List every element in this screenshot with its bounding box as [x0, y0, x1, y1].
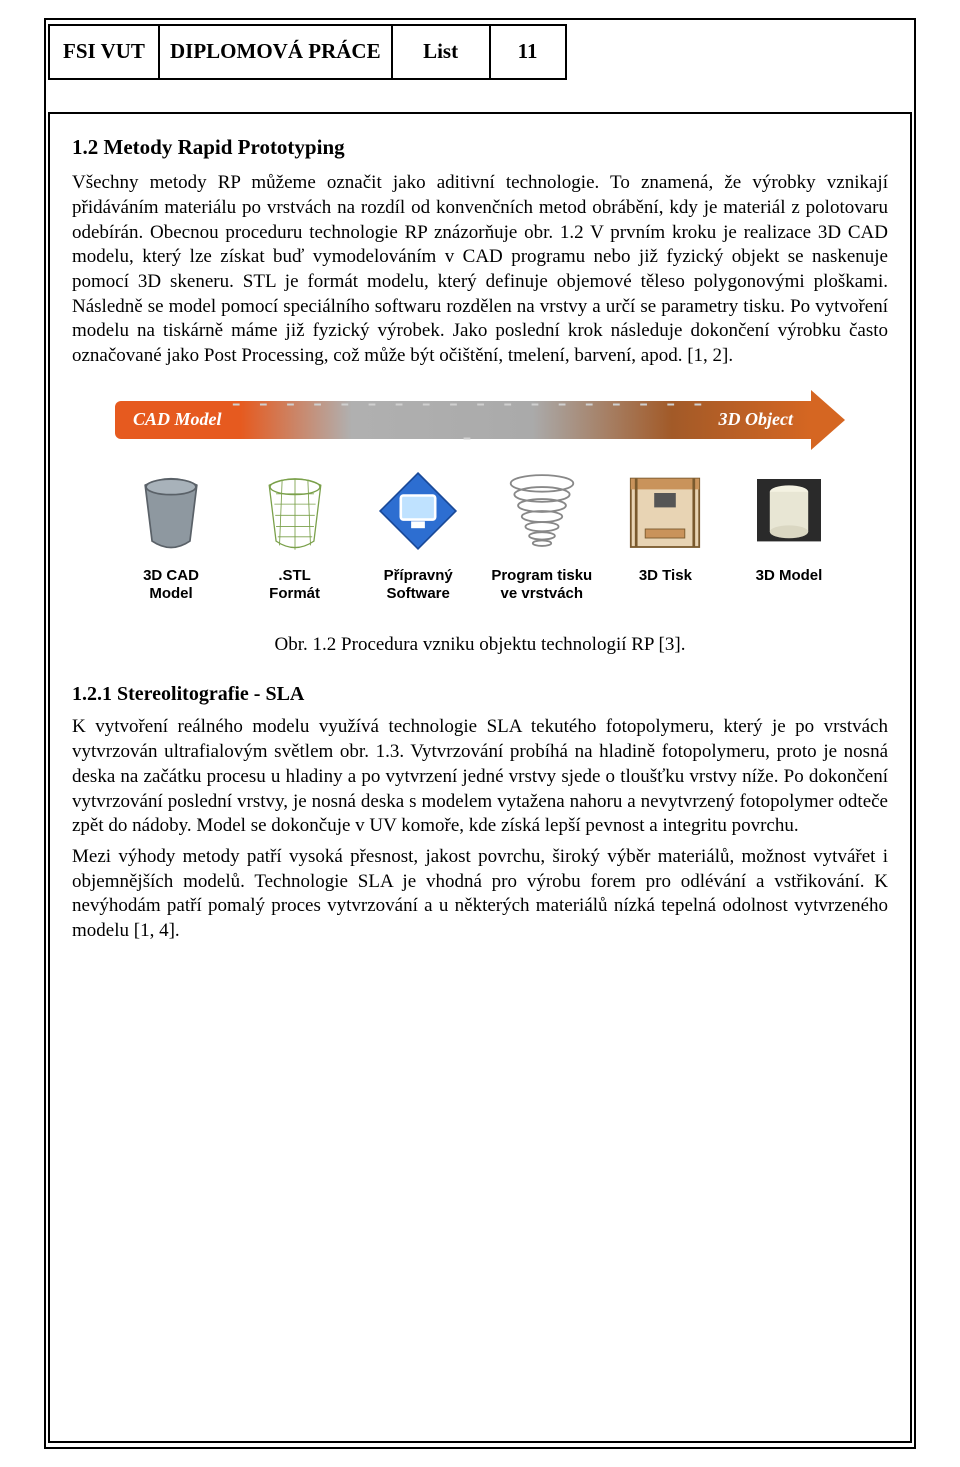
diagram-step-1-label: 3D CAD Model [143, 567, 199, 603]
arrow-head-icon [811, 390, 845, 450]
diagram-step-3-label: Přípravný Software [384, 567, 453, 603]
section-1-2-body: Všechny metody RP můžeme označit jako ad… [72, 171, 888, 369]
figure-1-2-caption: Obr. 1.2 Procedura vzniku objektu techno… [72, 633, 888, 658]
diagram-steps-row: 3D CAD Model .STL Formát [115, 465, 845, 603]
diagram-step-6: 3D Model [733, 465, 845, 603]
diagram-step-2: .STL Formát [239, 465, 351, 603]
spiral-icon [496, 465, 588, 557]
header-page-number: 11 [490, 25, 566, 79]
diagram-step-5-label: 3D Tisk [639, 567, 692, 585]
monitor-diamond-icon [372, 465, 464, 557]
diagram-step-6-label: 3D Model [756, 567, 823, 585]
header-title: DIPLOMOVÁ PRÁCE [159, 25, 392, 79]
diagram-step-5: 3D Tisk [609, 465, 721, 603]
diagram-step-3: Přípravný Software [362, 465, 474, 603]
arrow-dots-icon: - - - - - - - - - - - - - - - - - - - [222, 386, 719, 454]
content-frame: 1.2 Metody Rapid Prototyping Všechny met… [48, 112, 912, 1443]
section-1-2-title: 1.2 Metody Rapid Prototyping [72, 134, 888, 161]
arrow-left-label: CAD Model [133, 408, 222, 431]
section-1-2-1-para2: Mezi výhody metody patří vysoká přesnost… [72, 845, 888, 944]
header-institution: FSI VUT [49, 25, 159, 79]
rp-procedure-diagram: CAD Model - - - - - - - - - - - - - - - … [115, 397, 845, 603]
diagram-step-2-label: .STL Formát [269, 567, 320, 603]
arrow-right-label: 3D Object [719, 408, 793, 431]
diagram-step-1: 3D CAD Model [115, 465, 227, 603]
diagram-step-4-label: Program tisku ve vrstvách [491, 567, 592, 603]
section-1-2-1-title: 1.2.1 Stereolitografie - SLA [72, 681, 888, 707]
section-1-2-1-para1: K vytvoření reálného modelu využívá tech… [72, 715, 888, 838]
diagram-arrow-body: CAD Model - - - - - - - - - - - - - - - … [115, 401, 811, 439]
cup-wire-icon [249, 465, 341, 557]
diagram-step-4: Program tisku ve vrstvách [486, 465, 598, 603]
cylinder-icon [743, 465, 835, 557]
page-header: FSI VUT DIPLOMOVÁ PRÁCE List 11 [48, 24, 567, 80]
cup-solid-icon [125, 465, 217, 557]
header-list-label: List [392, 25, 490, 79]
diagram-arrow: CAD Model - - - - - - - - - - - - - - - … [115, 397, 845, 443]
printer-box-icon [619, 465, 711, 557]
